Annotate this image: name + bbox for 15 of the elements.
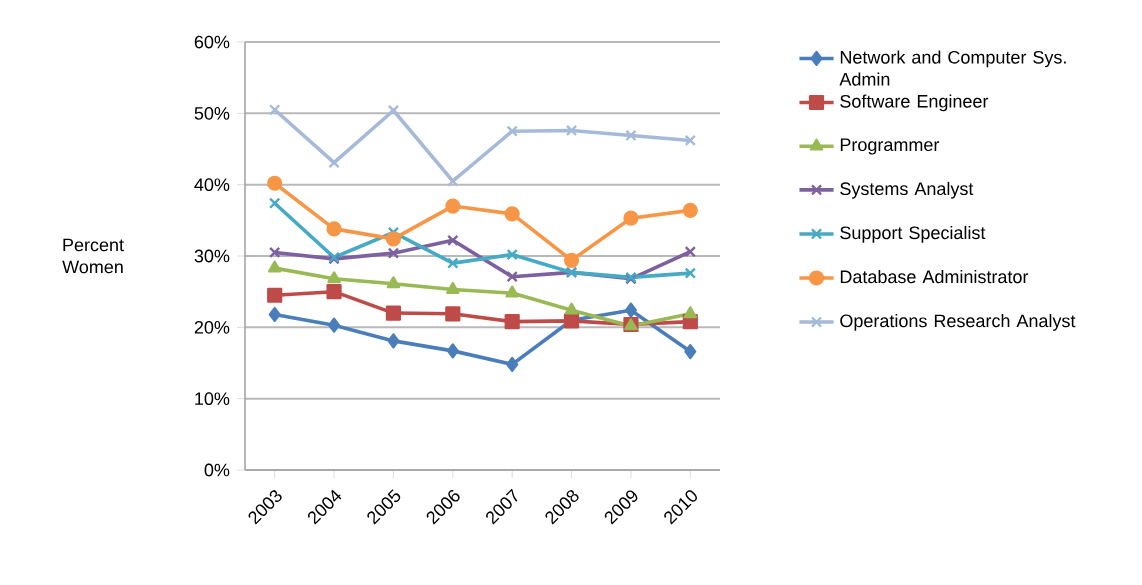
- legend-label: Operations Research Analyst: [840, 314, 1076, 331]
- legend-label: Software Engineer: [840, 94, 989, 112]
- legend-label: Support Specialist: [840, 225, 986, 243]
- y-tick-label: 10%: [195, 392, 230, 406]
- y-tick-label: 50%: [194, 106, 230, 120]
- y-axis-title: Percent Women: [62, 238, 124, 274]
- y-tick-label: 60%: [194, 35, 230, 49]
- legend-label: Network and Computer Sys. Admin: [839, 50, 1066, 86]
- legend-label: Programmer: [840, 138, 940, 155]
- y-tick-label: 30%: [194, 249, 230, 263]
- legend-label: Systems Analyst: [840, 181, 974, 199]
- y-tick-label: 20%: [194, 320, 230, 334]
- legend-label: Database Administrator: [840, 269, 1029, 284]
- y-tick-label: 40%: [194, 178, 230, 192]
- y-tick-label: 0%: [204, 463, 230, 477]
